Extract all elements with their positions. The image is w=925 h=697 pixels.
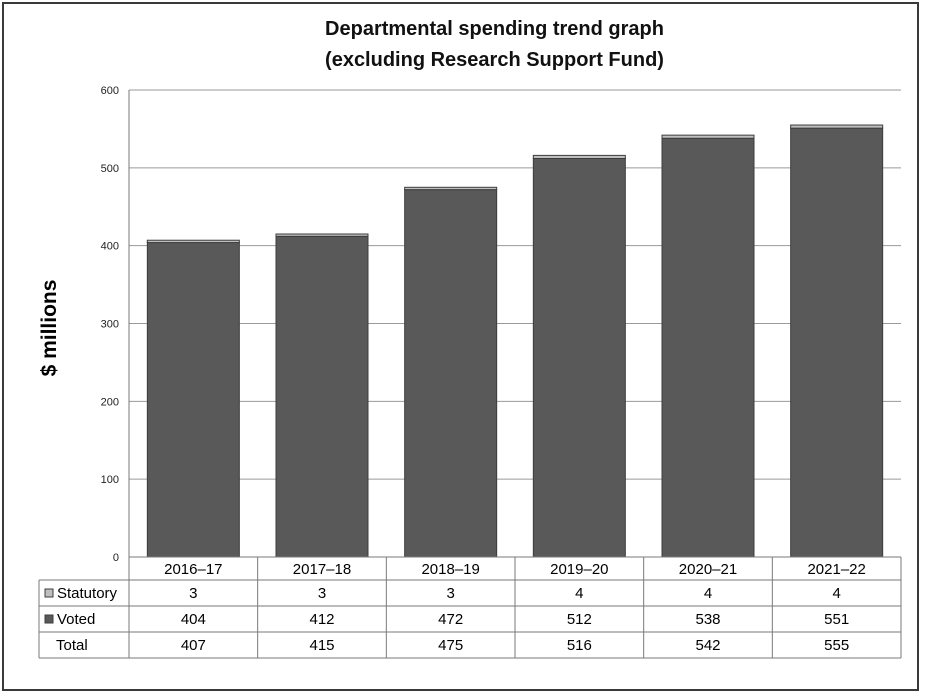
data-label-statutory: 4 <box>832 585 840 602</box>
y-tick-label: 500 <box>101 163 119 175</box>
bar-statutory-2019–20 <box>532 154 626 159</box>
x-tick-label: 2021–22 <box>807 561 865 578</box>
data-label-statutory: 3 <box>318 585 326 602</box>
data-label-total: 415 <box>309 637 334 654</box>
y-axis-label: $ millions <box>38 280 61 377</box>
x-tick-label: 2016–17 <box>164 561 222 578</box>
bar-statutory-2016–17 <box>146 239 240 244</box>
bar-voted-2019–20 <box>532 157 626 558</box>
data-label-statutory: 3 <box>446 585 454 602</box>
bar-voted-2021–22 <box>790 127 884 558</box>
data-label-statutory: 3 <box>189 585 197 602</box>
chart-title: Departmental spending trend graph <box>325 18 664 40</box>
legend-swatch-statutory <box>44 588 54 598</box>
x-tick-label: 2019–20 <box>550 561 608 578</box>
bar-voted-2020–21 <box>661 137 755 558</box>
x-tick-label: 2018–19 <box>421 561 479 578</box>
bar-statutory-2021–22 <box>790 124 884 129</box>
legend-swatch-voted <box>44 614 54 624</box>
chart-title-block: Departmental spending trend graph (exclu… <box>0 14 925 76</box>
y-tick-label: 300 <box>101 319 119 331</box>
y-tick-label: 100 <box>101 474 119 486</box>
data-label-total: 407 <box>181 637 206 654</box>
data-label-voted: 404 <box>181 611 206 628</box>
bar-statutory-2018–19 <box>404 186 498 191</box>
row-label-statutory: Statutory <box>57 585 118 602</box>
y-tick-label: 0 <box>113 552 119 564</box>
bar-voted-2016–17 <box>146 242 240 558</box>
x-tick-label: 2017–18 <box>293 561 351 578</box>
bar-voted-2017–18 <box>275 235 369 558</box>
y-tick-label: 200 <box>101 396 119 408</box>
data-label-voted: 538 <box>695 611 720 628</box>
data-label-statutory: 4 <box>704 585 712 602</box>
chart-subtitle: (excluding Research Support Fund) <box>325 49 664 71</box>
bar-voted-2018–19 <box>404 189 498 558</box>
row-label-voted: Voted <box>57 611 95 628</box>
bar-statutory-2020–21 <box>661 134 755 139</box>
y-tick-label: 600 <box>101 85 119 97</box>
data-label-total: 475 <box>438 637 463 654</box>
data-label-voted: 472 <box>438 611 463 628</box>
data-label-voted: 412 <box>309 611 334 628</box>
x-tick-label: 2020–21 <box>679 561 737 578</box>
data-label-statutory: 4 <box>575 585 583 602</box>
y-tick-label: 400 <box>101 241 119 253</box>
bar-statutory-2017–18 <box>275 233 369 237</box>
data-label-total: 516 <box>567 637 592 654</box>
data-label-total: 555 <box>824 637 849 654</box>
row-label-total: Total <box>56 637 88 654</box>
data-label-voted: 512 <box>567 611 592 628</box>
data-label-voted: 551 <box>824 611 849 628</box>
data-label-total: 542 <box>695 637 720 654</box>
